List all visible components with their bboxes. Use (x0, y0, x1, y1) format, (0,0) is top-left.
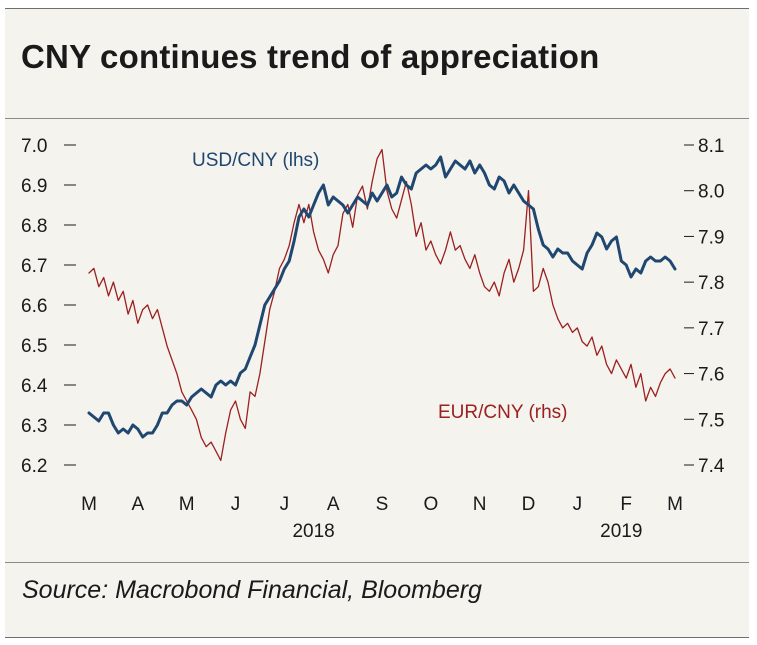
left-axis: 7.0 6.9 6.8 6.7 6.6 6.5 6.4 6.3 6.2 (21, 136, 76, 477)
year-label: 2018 (292, 521, 334, 542)
left-tick-label: 6.5 (21, 336, 47, 357)
month-label: S (376, 494, 389, 515)
right-tick-label: 7.5 (698, 410, 724, 431)
right-tick-label: 7.6 (698, 365, 724, 386)
chart-panel (5, 8, 749, 638)
left-tick-label: 6.3 (21, 416, 47, 437)
right-tick-label: 7.7 (698, 319, 724, 340)
source-divider (5, 562, 749, 563)
left-tick-label: 6.8 (21, 216, 47, 237)
year-label: 2019 (600, 521, 642, 542)
right-tick-label: 7.9 (698, 227, 724, 248)
month-label: A (131, 494, 144, 515)
month-label: F (620, 494, 632, 515)
month-label: J (231, 494, 241, 515)
chart-title: CNY continues trend of appreciation (21, 38, 600, 75)
month-label: D (522, 494, 536, 515)
left-tick-label: 6.9 (21, 176, 47, 197)
source-note: Source: Macrobond Financial, Bloomberg (22, 576, 482, 604)
month-label: M (667, 494, 683, 515)
month-label: J (280, 494, 290, 515)
month-label: M (179, 494, 195, 515)
right-tick-label: 7.8 (698, 273, 724, 294)
month-label: M (81, 494, 97, 515)
left-tick-label: 6.6 (21, 296, 47, 317)
month-label: O (423, 494, 438, 515)
eur-cny-line (88, 148, 676, 462)
usd-cny-line (87, 155, 677, 439)
month-label: J (573, 494, 583, 515)
right-tick-label: 7.4 (698, 456, 725, 477)
month-label: N (473, 494, 487, 515)
left-tick-label: 7.0 (21, 136, 47, 157)
x-axis: M A M J J A S O N D J F M 2018 2019 (81, 494, 683, 542)
right-axis: 8.1 8.0 7.9 7.8 7.7 7.6 7.5 7.4 (684, 136, 725, 477)
left-tick-label: 6.4 (21, 376, 48, 397)
eur-series-label: EUR/CNY (rhs) (438, 402, 568, 423)
left-tick-label: 6.2 (21, 456, 47, 477)
month-label: A (327, 494, 340, 515)
title-divider (5, 118, 749, 119)
right-tick-label: 8.0 (698, 182, 724, 203)
left-tick-label: 6.7 (21, 256, 47, 277)
right-tick-label: 8.1 (698, 136, 724, 157)
usd-series-label: USD/CNY (lhs) (192, 150, 319, 171)
series-layer (87, 148, 677, 462)
